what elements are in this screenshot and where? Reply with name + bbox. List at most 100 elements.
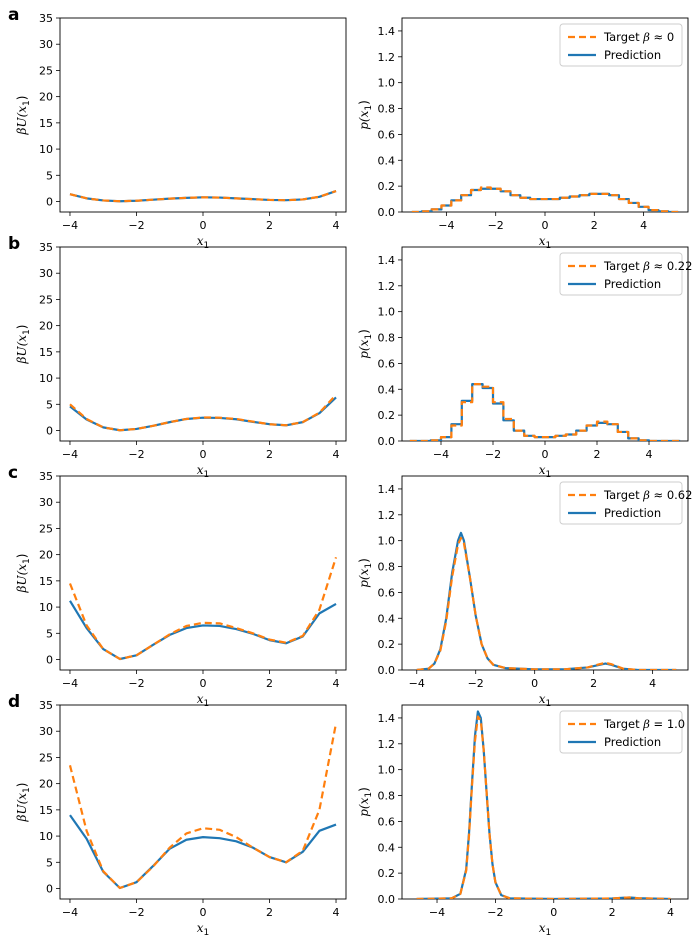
chart-c-density: 0.00.20.40.60.81.01.21.4−4 −2 0 2 4x1p(x1)Ta… [357,475,692,709]
x-axis-label: x1 [197,692,210,709]
y-tick-label: 0.8 [378,561,396,574]
legend: Target β ≈ 0 Prediction [559,23,683,67]
legend-target-prefix: Target [603,30,643,44]
y-tick-label: 0.2 [378,180,396,193]
y-tick-label: 15 [39,804,53,817]
y-axis-label-sub: 1 [364,563,374,569]
y-tick-label: 30 [39,38,53,51]
legend: Target β ≈ 0.22 Prediction [559,252,692,296]
x-axis-label-sub: 1 [204,470,210,480]
x-tick-label: −4 [433,448,449,461]
chart-d-density: 0.00.20.40.60.81.01.21.4−4 −2 0 2 4x1p(x1)Ta… [357,704,689,938]
series-line-prediction [411,187,679,212]
y-tick-label: 5 [46,627,53,640]
y-tick-label: 1.0 [378,306,396,319]
x-tick-label: −2 [128,219,144,232]
y-tick-label: 0.4 [378,383,396,396]
x-tick-label: 4 [333,906,340,919]
x-tick-label: 4 [333,448,340,461]
y-tick-label: 0.4 [378,841,396,854]
x-tick-label: 4 [667,906,674,919]
y-axis-label: βU(x1) [15,96,32,136]
y-tick-label: 35 [39,241,53,254]
y-tick-label: 10 [39,601,53,614]
x-tick-label: −2 [128,448,144,461]
x-axis-label-sub: 1 [546,699,552,709]
y-tick-label: 0.0 [378,893,396,906]
y-tick-label: 10 [39,143,53,156]
x-axis-label: x1 [539,921,552,938]
x-tick-label: −4 [62,219,78,232]
y-tick-label: 25 [39,751,53,764]
series-line-prediction [69,600,337,661]
y-axis-label-main: p(x [357,110,371,129]
series-line-target [416,715,671,899]
y-axis-label: p(x1) [357,329,374,359]
y-tick-label: 0.6 [378,586,396,599]
x-tick-label: −4 [409,677,425,690]
x-axis-label-main: x [197,692,204,706]
x-tick-label: 2 [266,906,273,919]
x-axis-label-main: x [197,921,204,935]
legend-label-prediction: Prediction [604,506,661,520]
y-tick-label: 1.2 [378,509,396,522]
x-tick-label: −4 [429,906,445,919]
x-tick-label: 4 [640,219,647,232]
y-axis-label-sub: 1 [364,792,374,798]
y-axis-label-main: p(x [357,339,371,358]
y-axis-label-close: ) [357,558,371,563]
y-tick-label: 0.2 [378,867,396,880]
x-tick-label: 4 [646,448,653,461]
y-tick-label: 20 [39,549,53,562]
x-tick-label: −4 [438,219,454,232]
y-axis-label-close: ) [357,100,371,105]
y-tick-label: 0 [46,196,53,209]
y-tick-label: 0.6 [378,815,396,828]
y-tick-label: 15 [39,346,53,359]
y-axis-label-sub: 1 [364,334,374,340]
legend-label-prediction: Prediction [604,735,661,749]
chart-b-density: 0.00.20.40.60.81.01.21.4−4 −2 0 2 4x1p(x1)Ta… [357,246,692,480]
y-tick-label: 30 [39,496,53,509]
series-line-target [68,556,338,661]
y-axis-label-main: p(x [357,568,371,587]
y-tick-label: 0.4 [378,612,396,625]
y-axis-label: p(x1) [357,558,374,588]
x-axis-label: x1 [539,692,552,709]
y-tick-label: 0.8 [378,103,396,116]
y-tick-label: 25 [39,64,53,77]
y-tick-label: 10 [39,830,53,843]
y-tick-label: 1.4 [378,25,396,38]
y-tick-label: 15 [39,117,53,130]
legend-beta: β [642,30,650,44]
y-tick-label: 1.2 [378,51,396,64]
y-axis-label-sub: 1 [364,105,374,111]
y-tick-label: 0.4 [378,154,396,167]
series-line-target [68,723,338,890]
chart-a-density: 0.00.20.40.60.81.01.21.4−4 −2 0 2 4x1p(x1)Ta… [357,17,689,251]
x-axis-label-main: x [197,234,204,248]
x-tick-label: 0 [542,448,549,461]
series-line-target [69,394,337,432]
x-axis-label-sub: 1 [546,241,552,251]
axes-frame [59,475,347,671]
y-tick-label: 0 [46,654,53,667]
x-axis-label: x1 [197,463,210,480]
y-tick-label: 35 [39,699,53,712]
y-tick-label: 0.0 [378,664,396,677]
x-tick-label: 2 [594,448,601,461]
legend-label-target: Target β ≈ 0.62 [603,488,692,502]
series-line-prediction [69,396,337,432]
y-axis-label-close: ) [15,325,29,330]
y-tick-label: 20 [39,778,53,791]
y-tick-label: 0.0 [378,435,396,448]
x-tick-label: −2 [488,219,504,232]
y-axis-label-main: βU(x [15,564,29,594]
y-axis-label: βU(x1) [15,325,32,365]
y-tick-label: 5 [46,398,53,411]
legend-label-target: Target β = 1.0 [603,717,685,731]
legend-target-suffix: ≈ 0 [650,30,674,44]
y-tick-label: 1.4 [378,254,396,267]
legend-beta: β [642,717,650,731]
x-tick-label: −2 [128,677,144,690]
